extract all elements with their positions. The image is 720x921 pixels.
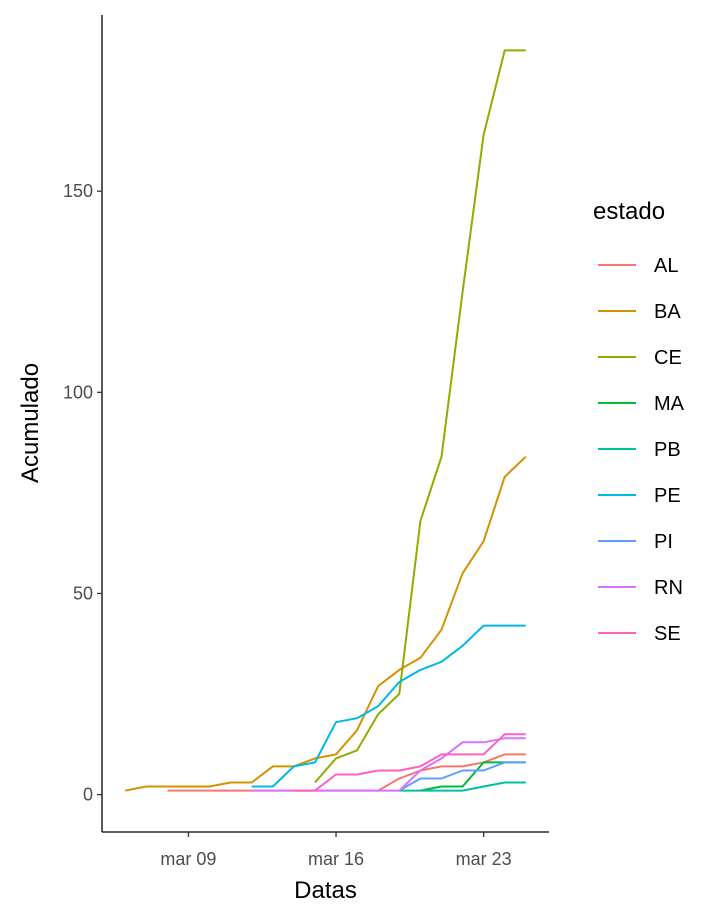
x-tick-label: mar 09 (160, 849, 216, 869)
y-tick-label: 50 (73, 583, 93, 603)
legend-title: estado (593, 198, 665, 225)
plot-area: 0 50 100 150 mar 09 mar 16 mar 23 (63, 15, 549, 869)
x-tick-label: mar 23 (456, 849, 512, 869)
series-line-pi (398, 761, 526, 792)
legend-label-se: SE (654, 623, 681, 645)
legend: estado AL BA CE MA PB PE PI RN SE (593, 198, 685, 645)
y-tick-label: 150 (63, 181, 93, 201)
y-axis-ticks: 0 50 100 150 (63, 181, 102, 805)
legend-label-ma: MA (654, 393, 685, 415)
legend-label-ba: BA (654, 301, 681, 323)
legend-label-ce: CE (654, 347, 682, 369)
legend-label-al: AL (654, 255, 678, 277)
x-tick-label: mar 16 (308, 849, 364, 869)
legend-label-pi: PI (654, 531, 673, 553)
series-line-pe (251, 624, 526, 788)
legend-label-pb: PB (654, 439, 681, 461)
series-line-pb (399, 781, 526, 792)
legend-items: AL BA CE MA PB PE PI RN SE (598, 255, 685, 645)
legend-label-rn: RN (654, 577, 683, 599)
series-layer (125, 49, 527, 792)
x-axis-title: Datas (294, 877, 357, 904)
series-line-rn (251, 737, 526, 792)
y-tick-label: 100 (63, 382, 93, 402)
y-tick-label: 0 (83, 785, 93, 805)
y-axis-title: Acumulado (17, 363, 44, 483)
x-axis-ticks: mar 09 mar 16 mar 23 (160, 832, 512, 869)
series-line-ce (314, 49, 526, 784)
legend-label-pe: PE (654, 485, 681, 507)
series-line-ba (125, 455, 527, 792)
series-line-al (167, 753, 526, 792)
series-line-se (293, 733, 526, 792)
